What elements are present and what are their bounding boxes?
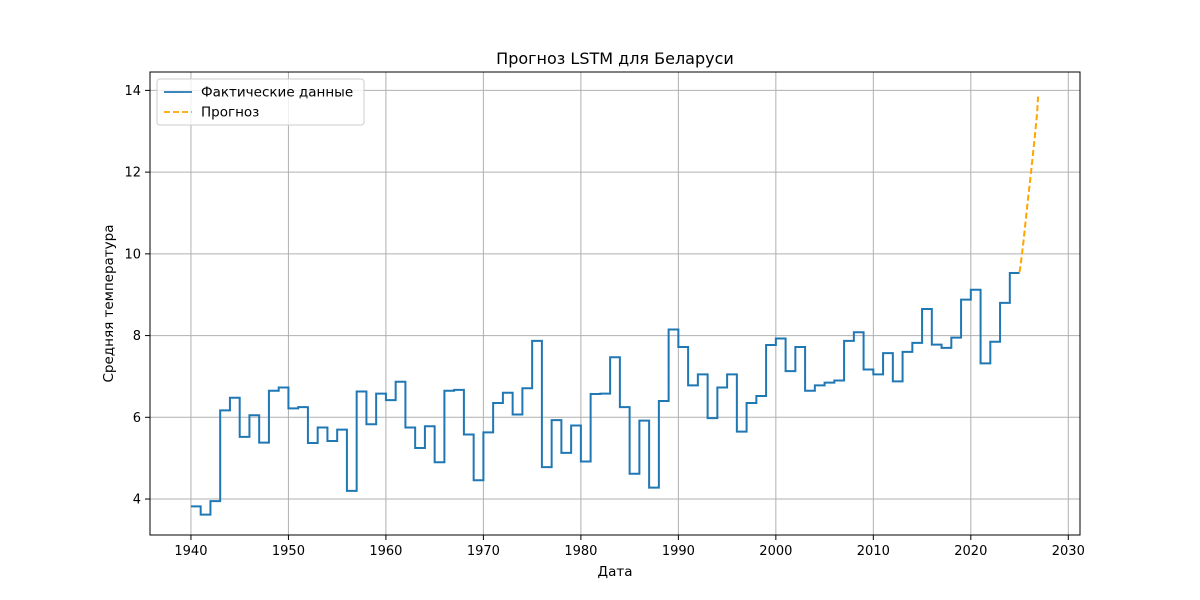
- y-tick-label: 4: [133, 493, 141, 508]
- x-tick-label: 2000: [759, 544, 792, 559]
- x-tick-label: 2020: [954, 544, 987, 559]
- x-tick-label: 2030: [1052, 544, 1085, 559]
- x-tick-label: 2010: [857, 544, 890, 559]
- x-tick-label: 1960: [369, 544, 402, 559]
- y-tick-label: 14: [124, 84, 141, 99]
- legend-label-forecast: Прогноз: [201, 105, 259, 121]
- y-tick-label: 8: [133, 329, 141, 344]
- x-tick-label: 1980: [564, 544, 597, 559]
- chart-title: Прогноз LSTM для Беларуси: [496, 49, 734, 68]
- y-tick-label: 6: [133, 411, 141, 426]
- x-tick-label: 1950: [272, 544, 305, 559]
- series-line-forecast: [1018, 96, 1040, 273]
- y-tick-label: 10: [124, 247, 141, 262]
- x-tick-label: 1940: [174, 544, 207, 559]
- axis-ticks: 1940 1950 1960 1970 1980 1990 2000 2010 2020 2030…: [124, 84, 1084, 559]
- x-axis-label: Дата: [598, 564, 633, 580]
- x-tick-label: 1990: [662, 544, 695, 559]
- y-axis-label: Средняя температура: [101, 224, 117, 382]
- series-line-actual: [190, 272, 1020, 516]
- plot-area-frame: [149, 71, 1081, 536]
- y-tick-label: 12: [124, 166, 141, 181]
- legend-box: [156, 78, 365, 126]
- x-tick-label: 1970: [467, 544, 500, 559]
- legend-label-actual: Фактические данные: [201, 85, 353, 101]
- series-layer: [190, 96, 1040, 516]
- legend: Фактические данные Прогноз: [156, 78, 365, 126]
